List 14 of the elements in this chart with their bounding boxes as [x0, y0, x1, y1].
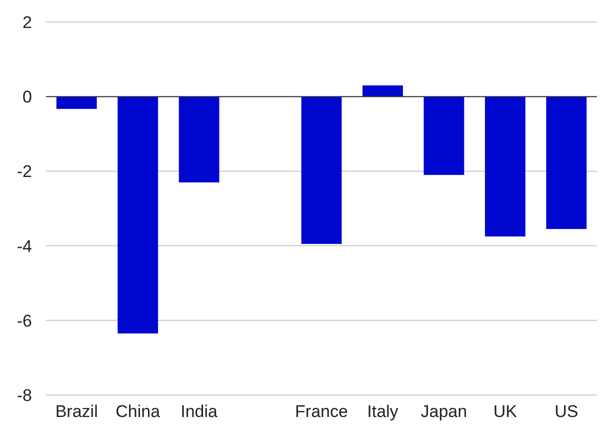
x-tick-label: India: [180, 402, 218, 421]
x-tick-label: Brazil: [55, 402, 98, 421]
x-tick-label: US: [554, 402, 578, 421]
y-tick-label: -4: [16, 236, 32, 256]
x-tick-label: UK: [493, 402, 518, 421]
y-tick-label: -8: [16, 386, 32, 405]
x-tick-label: China: [116, 402, 161, 421]
y-tick-label: 2: [22, 12, 32, 32]
x-tick-label: France: [295, 402, 348, 421]
y-tick-label: -6: [16, 311, 32, 330]
x-tick-label: Italy: [367, 402, 399, 421]
y-tick-label: 0: [22, 88, 32, 107]
x-tick-label: Japan: [420, 402, 468, 421]
y-tick-label: -2: [16, 162, 32, 182]
